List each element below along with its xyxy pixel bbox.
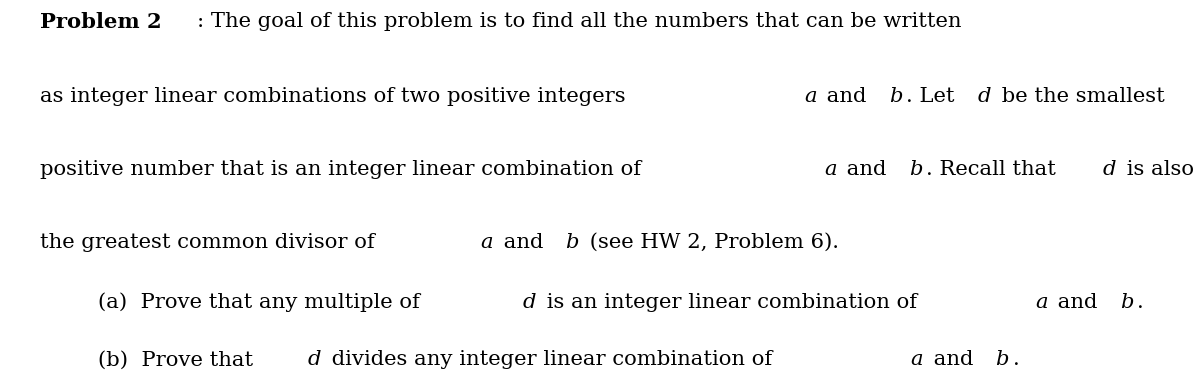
Text: the greatest common divisor of: the greatest common divisor of: [40, 233, 382, 252]
Text: positive number that is an integer linear combination of: positive number that is an integer linea…: [40, 160, 648, 179]
Text: is an integer linear combination of: is an integer linear combination of: [540, 293, 924, 311]
Text: d: d: [978, 87, 991, 105]
Text: a: a: [911, 350, 923, 369]
Text: (see HW 2, Problem 6).: (see HW 2, Problem 6).: [582, 233, 839, 252]
Text: b: b: [995, 350, 1009, 369]
Text: Problem 2: Problem 2: [40, 12, 161, 32]
Text: a: a: [804, 87, 816, 105]
Text: b: b: [889, 87, 902, 105]
Text: .: .: [1138, 293, 1144, 311]
Text: and: and: [926, 350, 980, 369]
Text: . Let: . Let: [906, 87, 961, 105]
Text: b: b: [565, 233, 578, 252]
Text: a: a: [824, 160, 836, 179]
Text: (b)  Prove that: (b) Prove that: [98, 350, 260, 369]
Text: d: d: [307, 350, 320, 369]
Text: b: b: [1120, 293, 1134, 311]
Text: d: d: [522, 293, 536, 311]
Text: is also: is also: [1120, 160, 1194, 179]
Text: and: and: [1051, 293, 1104, 311]
Text: be the smallest: be the smallest: [995, 87, 1165, 105]
Text: : The goal of this problem is to find all the numbers that can be written: : The goal of this problem is to find al…: [197, 12, 961, 30]
Text: as integer linear combinations of two positive integers: as integer linear combinations of two po…: [40, 87, 632, 105]
Text: . Recall that: . Recall that: [926, 160, 1063, 179]
Text: d: d: [1103, 160, 1116, 179]
Text: a: a: [480, 233, 493, 252]
Text: .: .: [1013, 350, 1020, 369]
Text: b: b: [908, 160, 923, 179]
Text: divides any integer linear combination of: divides any integer linear combination o…: [325, 350, 779, 369]
Text: and: and: [497, 233, 550, 252]
Text: and: and: [840, 160, 893, 179]
Text: (a)  Prove that any multiple of: (a) Prove that any multiple of: [98, 293, 427, 312]
Text: a: a: [1036, 293, 1048, 311]
Text: and: and: [821, 87, 874, 105]
